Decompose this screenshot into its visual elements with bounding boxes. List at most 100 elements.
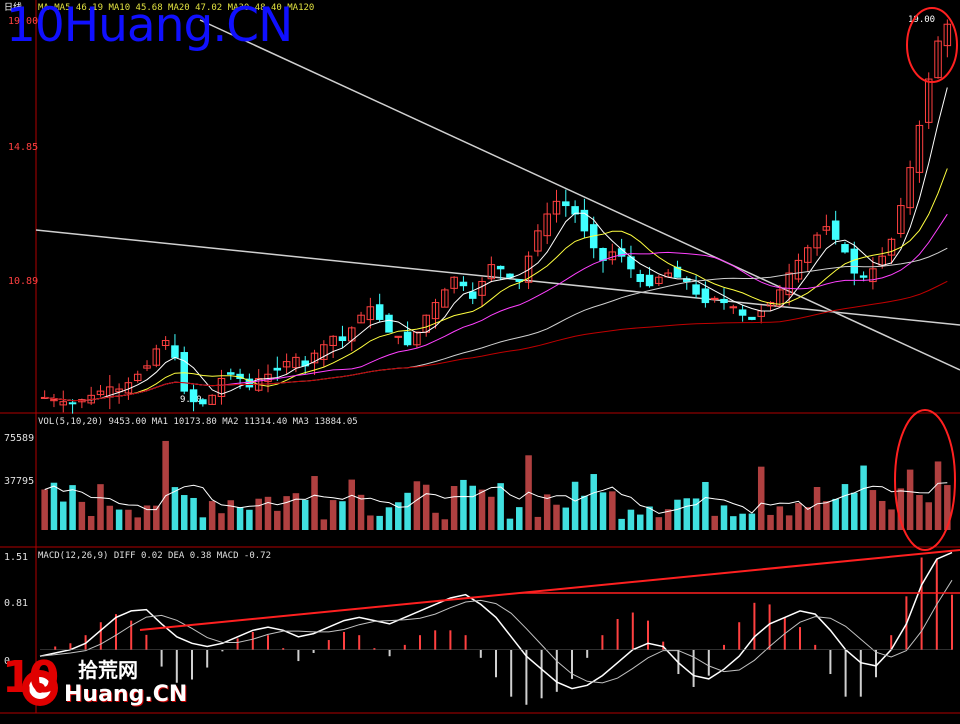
macd-axis-top: 1.51 bbox=[4, 552, 28, 563]
candle-body bbox=[357, 314, 365, 324]
volume-bar bbox=[916, 494, 923, 530]
volume-bar bbox=[767, 514, 774, 530]
trend-line-descending-2 bbox=[35, 229, 960, 326]
volume-bar bbox=[41, 489, 48, 530]
candle-body bbox=[152, 348, 161, 366]
candle-body bbox=[68, 402, 77, 405]
volume-bar bbox=[69, 485, 76, 530]
candle-body bbox=[394, 335, 403, 338]
macd-trend-line-rising bbox=[139, 549, 960, 631]
candle-body bbox=[897, 205, 905, 234]
candle-body bbox=[338, 336, 347, 342]
price-axis-mid: 14.85 bbox=[8, 142, 38, 153]
candle-body bbox=[803, 247, 812, 263]
vol-axis-mid: 37795 bbox=[4, 476, 34, 487]
candle-body bbox=[869, 268, 877, 283]
candle-body bbox=[924, 78, 933, 123]
volume-bar bbox=[851, 492, 858, 530]
price-axis-top: 19.00 bbox=[8, 16, 38, 27]
price-axis-low: 10.89 bbox=[8, 276, 38, 287]
candle-body bbox=[450, 276, 458, 289]
candle-body bbox=[748, 316, 756, 320]
volume-bars bbox=[41, 440, 951, 530]
candle-body bbox=[320, 344, 328, 360]
volume-bar bbox=[869, 490, 877, 530]
logo-number: 10 bbox=[2, 652, 59, 703]
candle-body bbox=[208, 394, 216, 405]
volume-bar bbox=[795, 503, 802, 530]
volume-bar bbox=[748, 513, 756, 530]
volume-bar bbox=[813, 486, 821, 530]
volume-bar bbox=[236, 507, 244, 530]
volume-bar bbox=[441, 519, 449, 530]
candle-body bbox=[710, 297, 719, 300]
volume-bar bbox=[432, 512, 439, 530]
ma-legend: MA MA5 46.19 MA10 45.68 MA20 47.02 MA30 … bbox=[38, 3, 314, 13]
volume-bar bbox=[860, 465, 867, 530]
volume-bar bbox=[506, 518, 514, 530]
candle-body bbox=[822, 226, 831, 231]
candle-body bbox=[887, 238, 896, 256]
volume-bar bbox=[134, 517, 141, 530]
volume-bar bbox=[906, 469, 914, 530]
candle-body bbox=[524, 255, 533, 283]
volume-bar bbox=[841, 484, 849, 530]
volume-bar bbox=[283, 496, 290, 530]
volume-ma-line bbox=[44, 482, 948, 514]
volume-bar bbox=[785, 515, 793, 530]
candle-body bbox=[943, 23, 952, 47]
macd-legend: MACD(12,26,9) DIFF 0.02 DEA 0.38 MACD -0… bbox=[38, 551, 271, 561]
candle-body bbox=[729, 306, 738, 309]
volume-bar bbox=[571, 481, 579, 530]
volume-bar bbox=[311, 476, 318, 530]
ma-line-40 bbox=[44, 247, 948, 402]
volume-bar bbox=[609, 491, 616, 530]
volume-bar bbox=[655, 517, 663, 530]
highlight-circle-volume bbox=[894, 409, 956, 551]
candle-body bbox=[776, 289, 784, 307]
candle-body bbox=[580, 209, 589, 232]
candle-body bbox=[655, 276, 663, 284]
volume-bar bbox=[823, 501, 830, 530]
volume-bar bbox=[543, 494, 551, 530]
site-logo bbox=[0, 652, 178, 720]
candle-body bbox=[413, 331, 421, 346]
volume-bar bbox=[646, 506, 653, 530]
candle-body bbox=[673, 266, 682, 278]
volume-bar bbox=[274, 510, 281, 530]
candle-body bbox=[934, 40, 942, 79]
volume-bar bbox=[553, 504, 560, 530]
trend-line-descending-1 bbox=[199, 19, 960, 371]
volume-bar bbox=[97, 484, 104, 530]
volume-bar bbox=[478, 489, 486, 530]
ma-line-80 bbox=[44, 280, 948, 402]
candle-body bbox=[813, 234, 821, 249]
volume-bar bbox=[488, 496, 495, 530]
volume-bar bbox=[590, 474, 597, 530]
macd-axis-mid: 0.81 bbox=[4, 598, 28, 609]
volume-bar bbox=[292, 493, 300, 530]
candle-body bbox=[431, 302, 440, 320]
macd-axis-zero: 0 bbox=[4, 656, 10, 667]
candle-body bbox=[217, 377, 226, 397]
vol-axis-top: 75589 bbox=[4, 433, 34, 444]
candle-body bbox=[115, 388, 123, 393]
volume-bar bbox=[320, 519, 328, 530]
candle-body bbox=[385, 314, 393, 333]
candle-body bbox=[599, 247, 607, 261]
volume-bar bbox=[878, 500, 886, 530]
volume-bar bbox=[162, 440, 169, 530]
macd-dea-line bbox=[39, 579, 953, 684]
volume-bar bbox=[50, 482, 58, 530]
volume-bar bbox=[199, 517, 207, 530]
logo-cn-text: 拾荒网 bbox=[78, 658, 138, 682]
vol-legend: VOL(5,10,20) 9453.00 MA1 10173.80 MA2 11… bbox=[38, 417, 358, 427]
volume-bar bbox=[255, 498, 262, 530]
candle-body bbox=[59, 401, 68, 406]
volume-bar bbox=[348, 479, 356, 530]
candle-body bbox=[794, 259, 803, 280]
candle-body bbox=[292, 356, 300, 369]
volume-bar bbox=[395, 502, 402, 530]
period-label: 日线 bbox=[4, 1, 22, 13]
volume-bar bbox=[367, 515, 374, 530]
